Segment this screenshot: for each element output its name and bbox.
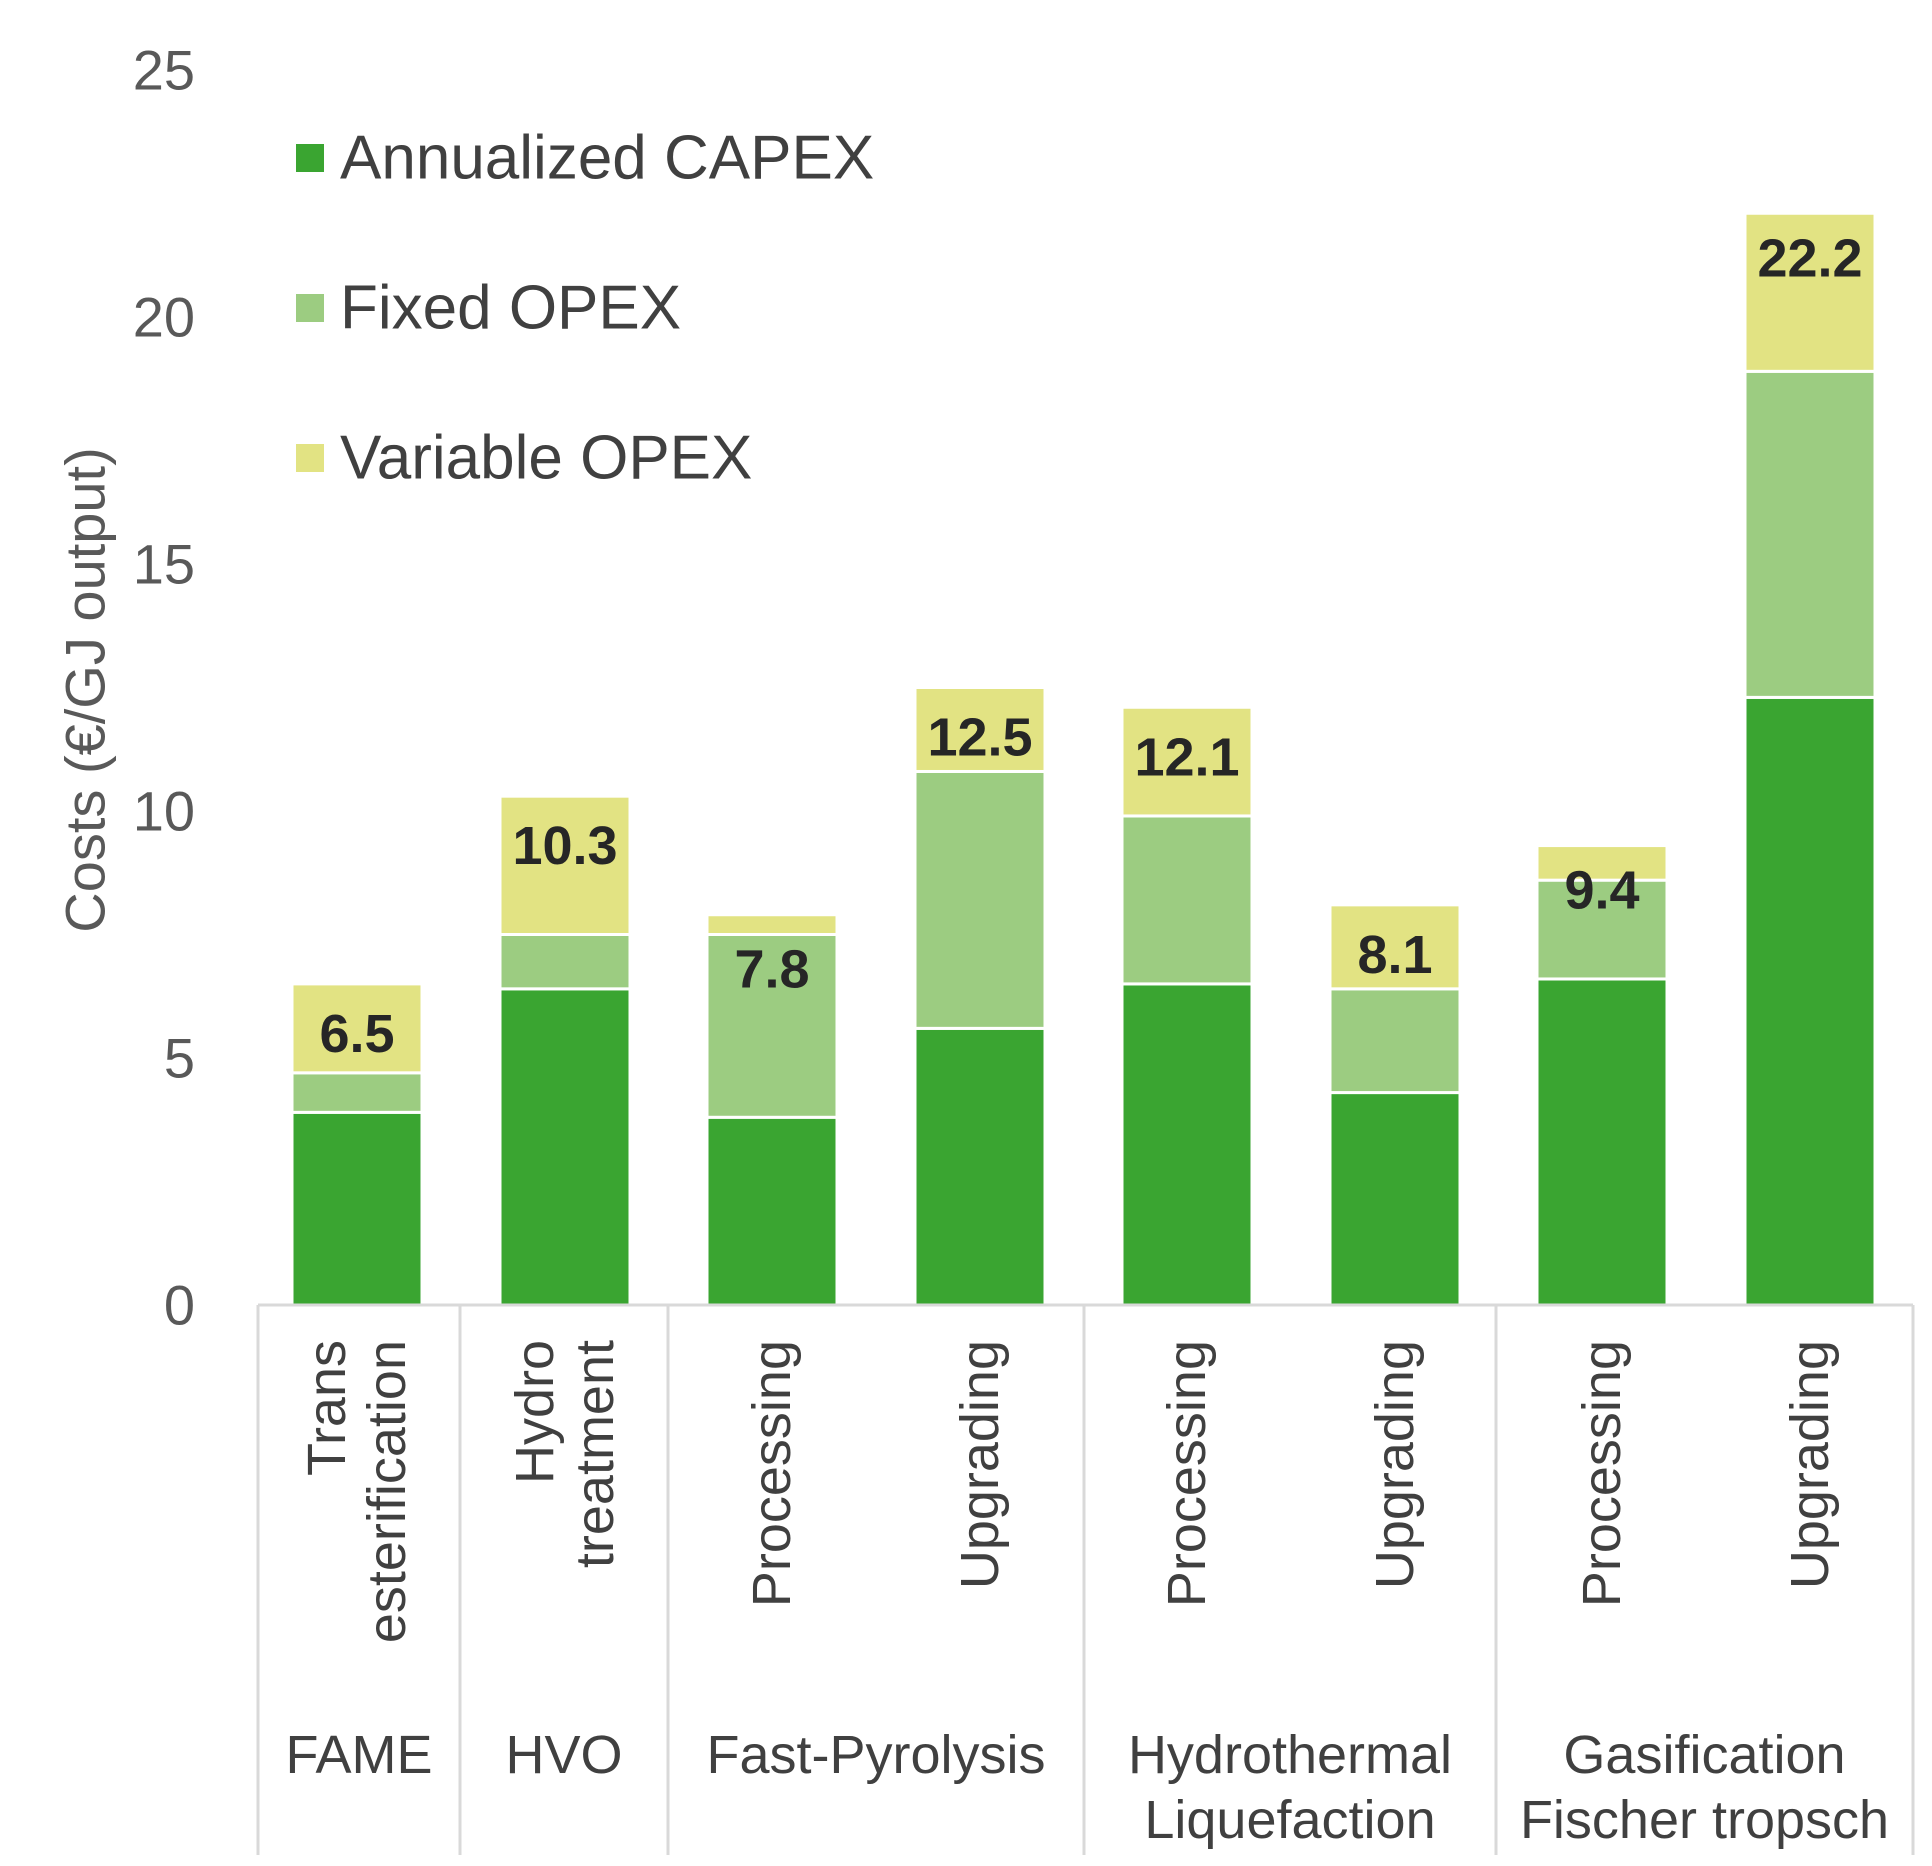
- y-tick-label: 0: [164, 1274, 195, 1337]
- legend-label: Annualized CAPEX: [340, 124, 874, 193]
- category-label: Processing: [742, 1340, 802, 1607]
- category-label: Upgrading: [950, 1340, 1010, 1589]
- category-label: Upgrading: [1365, 1340, 1425, 1589]
- bar-segment-fixed-opex: [1328, 987, 1462, 1095]
- bar-segment-fixed-opex: [1535, 878, 1669, 981]
- legend-swatch: [296, 444, 324, 472]
- category-label: Processing: [1572, 1340, 1632, 1607]
- bar-segment-annualized-capex: [1328, 1091, 1462, 1307]
- group-label-hydrothermal-liquefaction: Hydrothermal: [1128, 1725, 1452, 1785]
- bar-stacks: [290, 211, 1877, 1307]
- data-label-total: 8.1: [1357, 925, 1432, 985]
- category-label: treatment: [565, 1340, 625, 1568]
- bar-stack-2: [498, 794, 632, 1307]
- y-tick-label: 10: [133, 780, 195, 843]
- legend-item-annualized-capex: Annualized CAPEX: [296, 124, 874, 193]
- bar-segment-variable-opex: [1328, 903, 1462, 991]
- bar-segment-variable-opex: [1743, 211, 1877, 373]
- bar-segment-variable-opex: [705, 913, 839, 936]
- category-label: Processing: [1157, 1340, 1217, 1607]
- y-tick-label: 20: [133, 286, 195, 349]
- bar-segment-fixed-opex: [498, 933, 632, 991]
- bar-segment-annualized-capex: [705, 1115, 839, 1307]
- y-axis-title: Costs (€/GJ output): [54, 447, 117, 933]
- group-label-hvo: HVO: [505, 1725, 622, 1785]
- bar-segment-variable-opex: [1120, 705, 1254, 818]
- bar-segment-fixed-opex: [705, 933, 839, 1119]
- data-labels: 6.5 10.3 7.8 12.5 12.1 8.1 9.4 22.2: [319, 228, 1862, 1064]
- category-label: Hydro: [505, 1340, 565, 1484]
- group-label-gasification-fischer-tropsch: Fischer tropsch: [1520, 1790, 1889, 1850]
- y-tick-label: 15: [133, 533, 195, 596]
- legend-swatch: [296, 144, 324, 172]
- y-axis-ticks: 0 5 10 15 20 25: [133, 39, 195, 1337]
- bar-segment-fixed-opex: [1743, 369, 1877, 699]
- data-label-total: 12.1: [1134, 727, 1239, 787]
- bar-segment-fixed-opex: [290, 1071, 424, 1114]
- category-labels: Trans esterification Hydro treatment Process…: [297, 1340, 1840, 1643]
- bar-stack-5: [1120, 705, 1254, 1307]
- group-labels: FAME HVO Fast-Pyrolysis HydrothermalLiquefa…: [285, 1725, 1889, 1850]
- bar-segment-annualized-capex: [1743, 695, 1877, 1307]
- bar-segment-annualized-capex: [1120, 982, 1254, 1307]
- bar-segment-annualized-capex: [498, 987, 632, 1307]
- data-label-total: 6.5: [319, 1004, 394, 1064]
- bar-segment-variable-opex: [913, 686, 1047, 773]
- group-label-fame: FAME: [285, 1725, 432, 1785]
- group-label-gasification-fischer-tropsch: Gasification: [1563, 1725, 1845, 1785]
- bar-stack-1: [290, 982, 424, 1307]
- bar-segment-annualized-capex: [913, 1026, 1047, 1307]
- category-label: esterification: [357, 1340, 417, 1643]
- bar-stack-7: [1535, 844, 1669, 1307]
- legend-label: Fixed OPEX: [340, 274, 681, 343]
- bar-segment-variable-opex: [1535, 844, 1669, 882]
- data-label-total: 9.4: [1564, 861, 1639, 921]
- bar-segment-annualized-capex: [290, 1110, 424, 1307]
- bar-segment-fixed-opex: [1120, 814, 1254, 986]
- legend-item-fixed-opex: Fixed OPEX: [296, 274, 681, 343]
- y-tick-label: 5: [164, 1027, 195, 1090]
- legend-label: Variable OPEX: [340, 424, 752, 493]
- data-label-total: 7.8: [734, 940, 809, 1000]
- y-tick-label: 25: [133, 39, 195, 102]
- category-label: Upgrading: [1780, 1340, 1840, 1589]
- bar-segment-fixed-opex: [913, 769, 1047, 1030]
- category-axis-table: [256, 1303, 1915, 1855]
- category-label: Trans: [297, 1340, 357, 1476]
- bar-stack-3: [705, 913, 839, 1307]
- legend: Annualized CAPEX Fixed OPEX Variable OPEX: [296, 124, 874, 493]
- group-label-hydrothermal-liquefaction: Liquefaction: [1144, 1790, 1435, 1850]
- data-label-total: 12.5: [927, 708, 1032, 768]
- bar-stack-4: [913, 686, 1047, 1307]
- legend-item-variable-opex: Variable OPEX: [296, 424, 752, 493]
- bar-segment-variable-opex: [498, 794, 632, 936]
- legend-swatch: [296, 294, 324, 322]
- group-label-fast-pyrolysis: Fast-Pyrolysis: [706, 1725, 1045, 1785]
- data-label-total: 22.2: [1757, 228, 1862, 288]
- bar-stack-8: [1743, 211, 1877, 1307]
- data-label-total: 10.3: [512, 816, 617, 876]
- bar-segment-annualized-capex: [1535, 977, 1669, 1307]
- bar-segment-variable-opex: [290, 982, 424, 1075]
